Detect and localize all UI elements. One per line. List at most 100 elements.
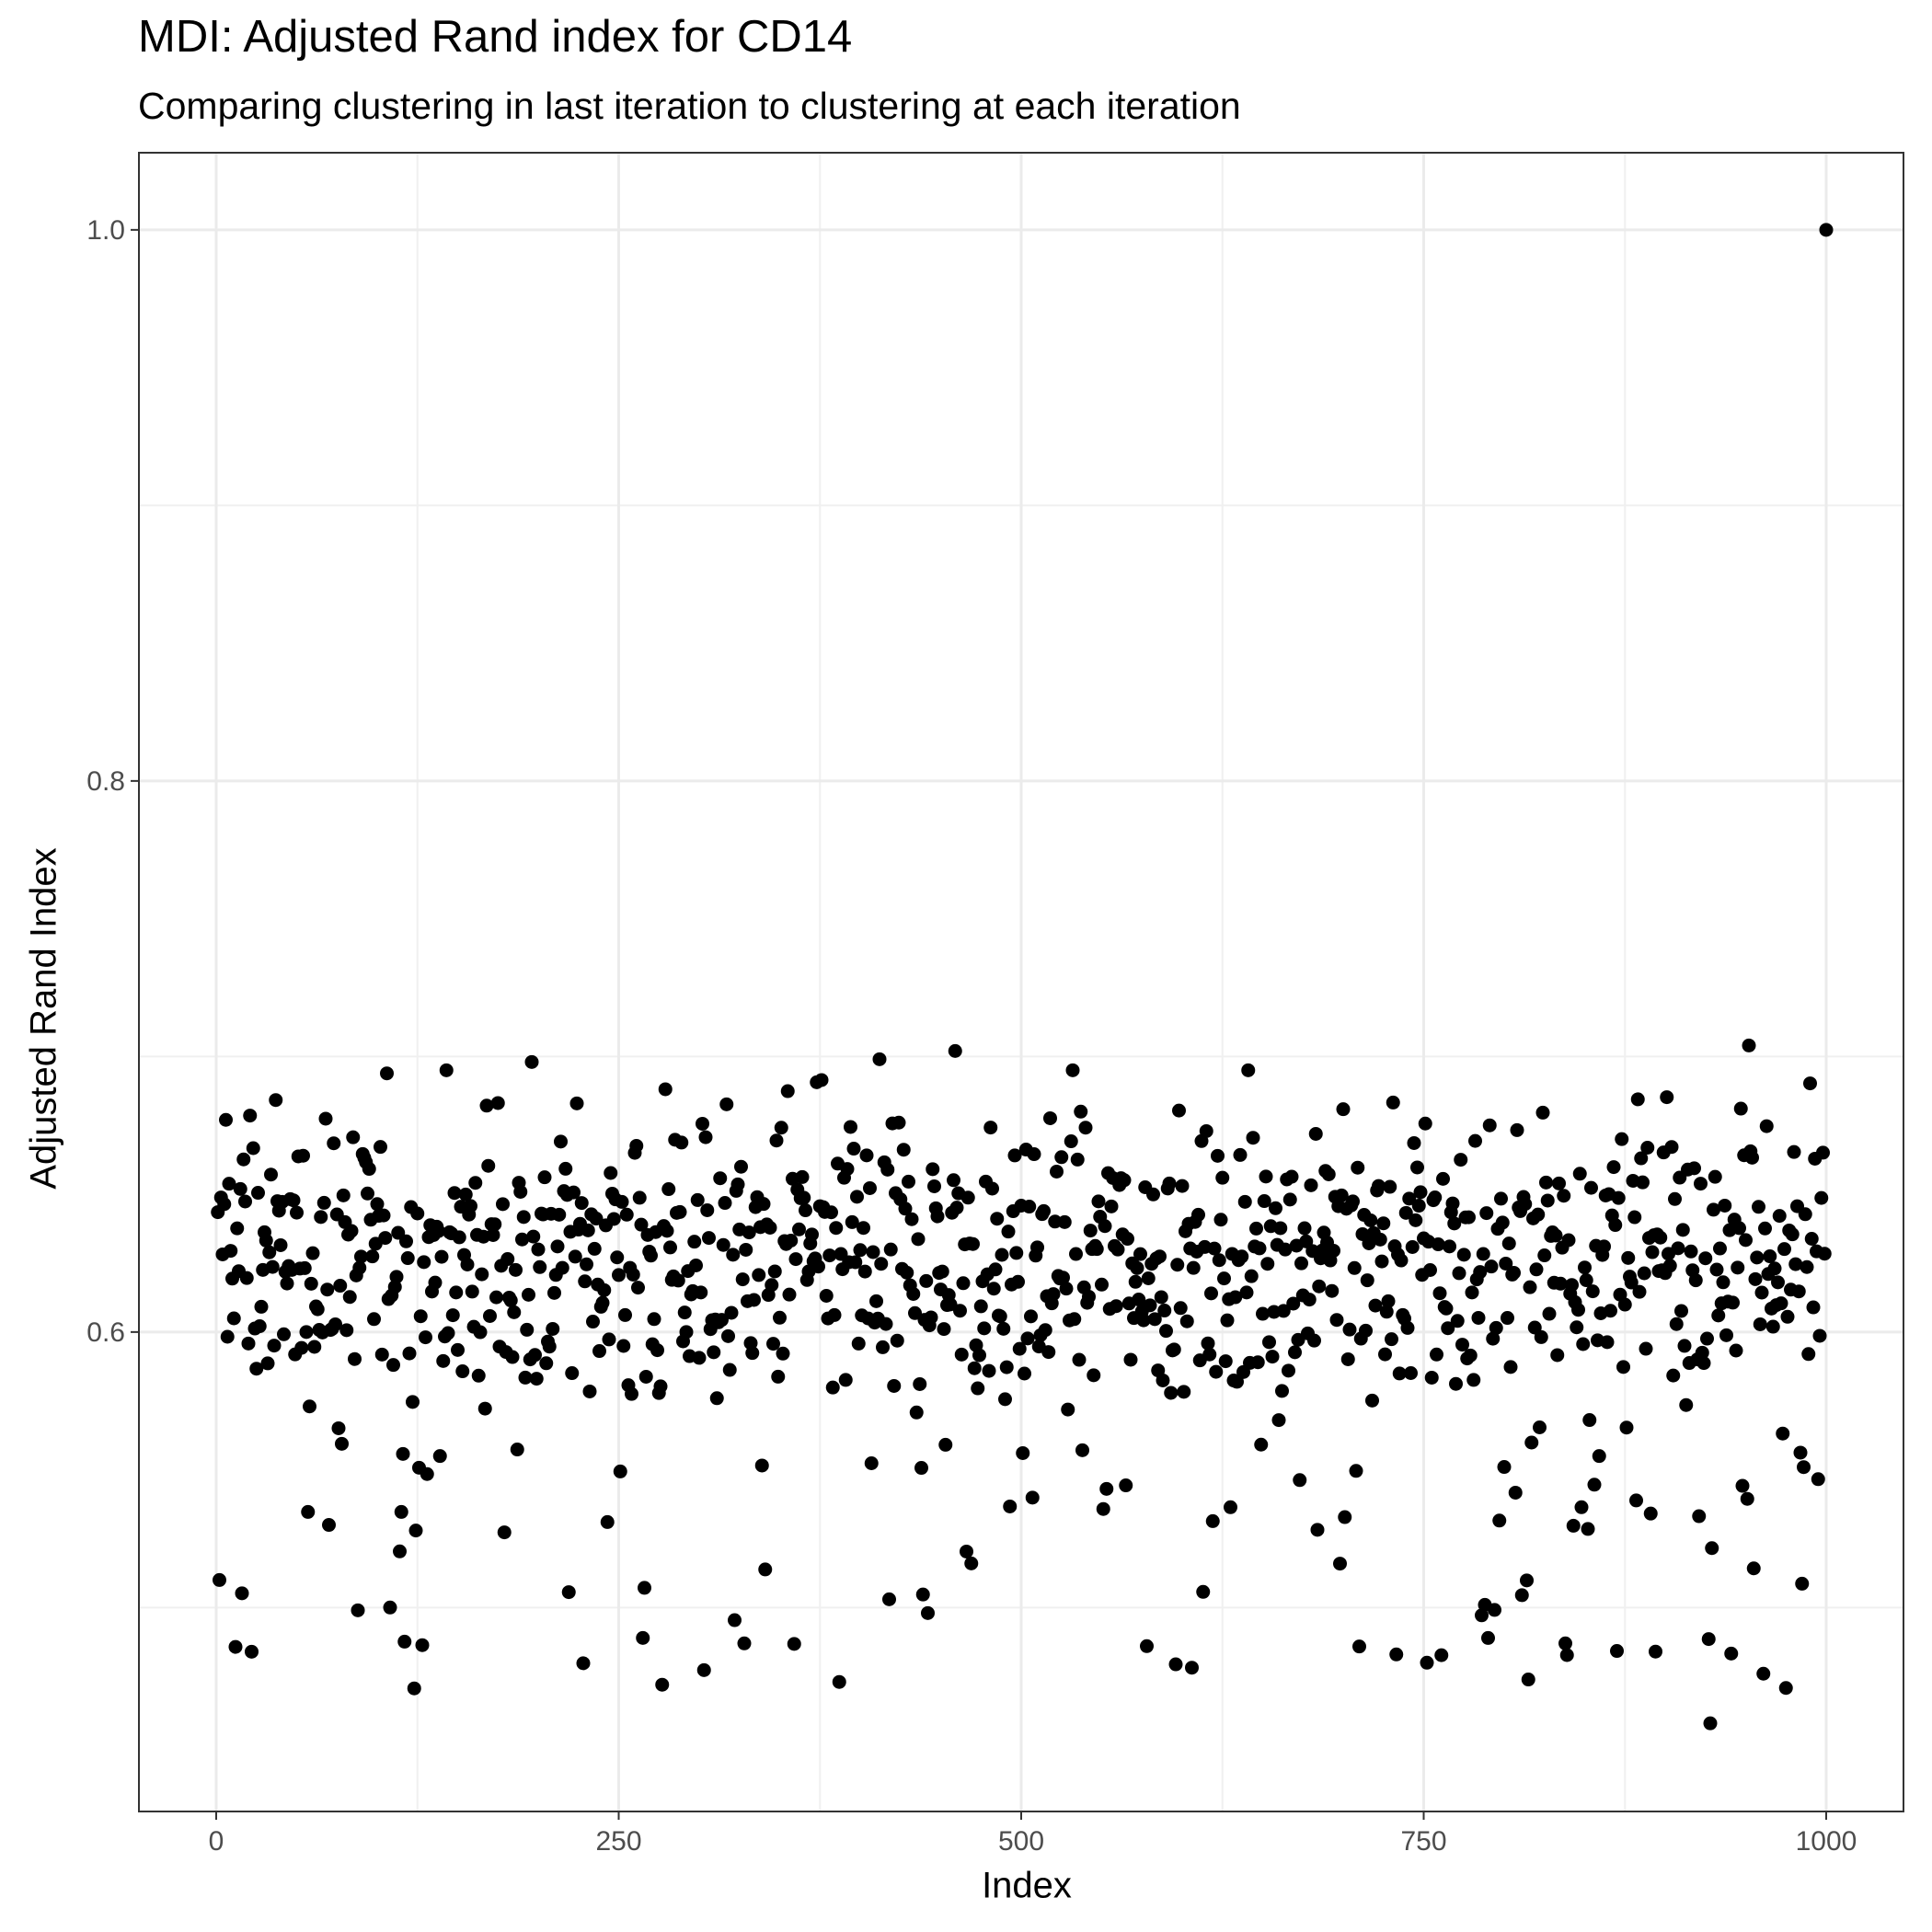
data-point — [567, 1185, 581, 1200]
data-point — [1130, 1260, 1144, 1275]
data-point — [692, 1351, 707, 1365]
data-point — [374, 1347, 389, 1362]
data-point — [787, 1637, 801, 1651]
data-point — [709, 1391, 724, 1406]
data-point — [264, 1167, 278, 1182]
data-point — [1468, 1133, 1482, 1148]
data-point — [1671, 1241, 1685, 1256]
data-point — [1146, 1187, 1160, 1202]
data-point — [631, 1281, 645, 1295]
data-point — [1392, 1366, 1407, 1381]
data-point — [522, 1287, 535, 1302]
data-point — [1329, 1313, 1344, 1328]
data-point — [1098, 1219, 1112, 1234]
data-point — [213, 1572, 226, 1587]
data-point — [1256, 1306, 1270, 1321]
data-point — [1410, 1160, 1424, 1175]
data-point — [1795, 1576, 1810, 1591]
data-point — [1687, 1161, 1701, 1176]
data-point — [576, 1656, 591, 1671]
data-point — [1136, 1313, 1151, 1328]
data-point — [1001, 1225, 1016, 1239]
data-point — [765, 1278, 779, 1293]
data-point — [799, 1203, 812, 1218]
data-point — [1143, 1298, 1157, 1313]
data-point — [249, 1362, 264, 1376]
data-point — [909, 1405, 924, 1420]
data-point — [236, 1152, 251, 1167]
data-point — [1398, 1205, 1413, 1220]
data-point — [998, 1392, 1012, 1407]
data-point — [1484, 1259, 1499, 1274]
data-point — [387, 1280, 402, 1294]
data-point — [650, 1343, 664, 1358]
data-point — [1557, 1189, 1571, 1203]
data-point — [1067, 1312, 1082, 1327]
data-point — [1698, 1251, 1713, 1266]
data-point — [718, 1196, 732, 1211]
data-point — [1082, 1289, 1096, 1304]
data-point — [825, 1380, 840, 1395]
data-point — [869, 1294, 883, 1308]
data-point — [592, 1344, 606, 1359]
data-point — [883, 1242, 898, 1257]
data-point — [394, 1504, 408, 1519]
data-point — [265, 1259, 280, 1274]
data-point — [1087, 1368, 1101, 1383]
data-point — [307, 1340, 322, 1354]
data-point — [1600, 1335, 1615, 1350]
data-point — [696, 1116, 709, 1131]
data-point — [745, 1346, 760, 1361]
data-point — [690, 1192, 705, 1207]
data-point — [1767, 1261, 1782, 1276]
data-point — [956, 1276, 971, 1291]
data-point — [911, 1232, 926, 1247]
data-point — [539, 1356, 554, 1371]
data-point — [1701, 1632, 1716, 1647]
data-point — [1099, 1481, 1114, 1496]
data-point — [518, 1370, 533, 1385]
data-point — [947, 1173, 960, 1188]
data-point — [1619, 1420, 1634, 1435]
data-point — [953, 1304, 967, 1318]
data-point — [238, 1194, 252, 1209]
data-point — [1275, 1384, 1289, 1398]
data-point — [914, 1461, 928, 1476]
data-point — [1372, 1179, 1386, 1193]
data-point — [235, 1586, 249, 1601]
data-point — [1091, 1194, 1106, 1209]
data-point — [1213, 1213, 1228, 1227]
data-point — [299, 1325, 314, 1340]
data-point — [972, 1348, 986, 1363]
data-point — [964, 1556, 979, 1570]
data-point — [1046, 1287, 1061, 1302]
data-point — [226, 1311, 241, 1326]
data-point — [1365, 1393, 1379, 1408]
data-point — [1700, 1331, 1714, 1346]
data-point — [393, 1544, 407, 1558]
data-point — [1024, 1309, 1038, 1324]
data-point — [737, 1636, 752, 1650]
data-point — [413, 1309, 428, 1324]
data-point — [1119, 1478, 1133, 1493]
data-point — [380, 1066, 394, 1081]
data-point — [1787, 1144, 1801, 1159]
data-point — [696, 1662, 711, 1677]
data-point — [1037, 1203, 1051, 1218]
data-point — [546, 1321, 560, 1336]
data-point — [1454, 1153, 1468, 1167]
data-point — [407, 1681, 421, 1696]
data-point — [866, 1245, 880, 1259]
data-point — [1140, 1639, 1154, 1653]
data-point — [1608, 1218, 1623, 1233]
data-point — [1177, 1385, 1191, 1399]
data-point — [988, 1262, 1003, 1277]
data-point — [658, 1082, 673, 1097]
data-point — [507, 1305, 522, 1319]
data-point — [1436, 1171, 1450, 1186]
data-point — [1752, 1200, 1765, 1214]
data-point — [1615, 1132, 1629, 1146]
data-point — [926, 1162, 940, 1177]
data-point — [1465, 1285, 1479, 1300]
data-point — [1447, 1216, 1462, 1231]
